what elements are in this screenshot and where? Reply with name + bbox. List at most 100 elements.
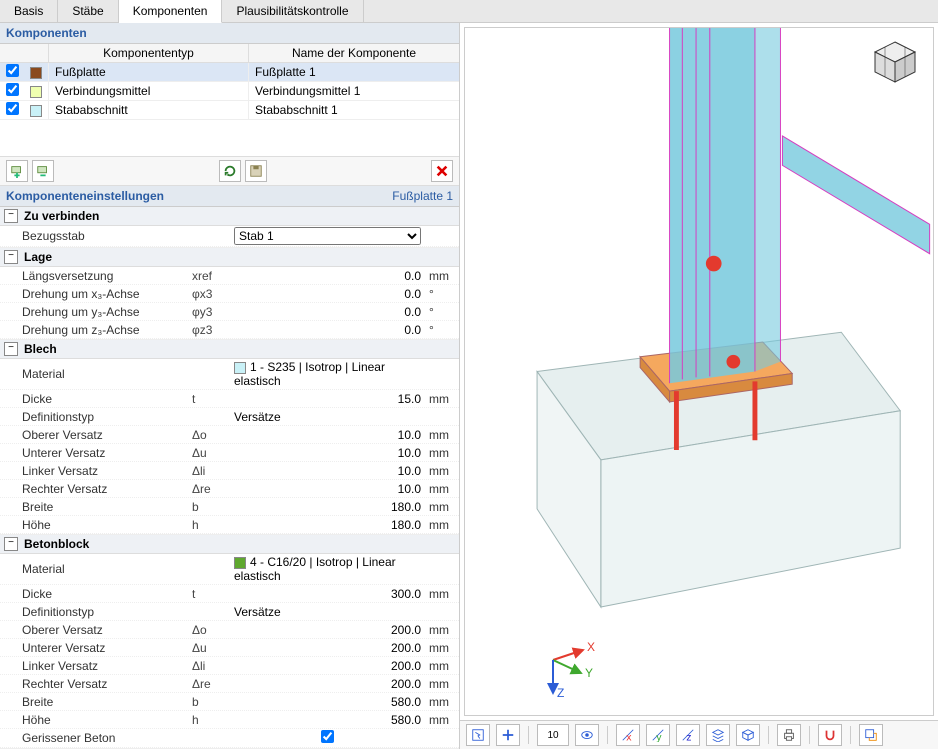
prop-value-1-0[interactable]: 0.0 bbox=[234, 269, 425, 283]
component-row-0[interactable]: Fußplatte Fußplatte 1 bbox=[0, 63, 459, 82]
prop-value-3-4[interactable]: 200.0 bbox=[234, 641, 425, 655]
prop-unit-1-3: ° bbox=[425, 323, 459, 337]
prop-label-3-0: Material bbox=[22, 562, 192, 576]
prop-symbol-2-7: b bbox=[192, 500, 234, 514]
prop-value-3-3[interactable]: 200.0 bbox=[234, 623, 425, 637]
magnet-btn[interactable] bbox=[818, 724, 842, 746]
axis-y-btn[interactable]: y bbox=[646, 724, 670, 746]
tab-basis[interactable]: Basis bbox=[0, 0, 58, 22]
prop-check-3-9[interactable] bbox=[321, 730, 334, 743]
component-row-1[interactable]: Verbindungsmittel Verbindungsmittel 1 bbox=[0, 82, 459, 101]
prop-unit-3-3: mm bbox=[425, 623, 459, 637]
prop-unit-3-1: mm bbox=[425, 587, 459, 601]
section-toggle-3[interactable]: − bbox=[4, 537, 18, 551]
section-toggle-0[interactable]: − bbox=[4, 209, 18, 223]
prop-label-0-0: Bezugsstab bbox=[22, 229, 192, 243]
detach-btn[interactable] bbox=[859, 724, 883, 746]
prop-unit-2-5: mm bbox=[425, 464, 459, 478]
prop-1-1: Drehung um x₃-Achseφx30.0° bbox=[0, 285, 459, 303]
section-0[interactable]: −Zu verbinden bbox=[0, 207, 459, 226]
settings-title: Komponenteneinstellungen Fußplatte 1 bbox=[0, 186, 459, 207]
tab-komponenten[interactable]: Komponenten bbox=[119, 0, 223, 23]
prop-unit-3-4: mm bbox=[425, 641, 459, 655]
prop-2-7: Breiteb180.0mm bbox=[0, 498, 459, 516]
axis-x-btn[interactable]: x bbox=[616, 724, 640, 746]
prop-value-2-1[interactable]: 15.0 bbox=[234, 392, 425, 406]
col-name: Name der Komponente bbox=[248, 44, 459, 62]
section-3[interactable]: −Betonblock bbox=[0, 535, 459, 554]
prop-symbol-3-3: Δo bbox=[192, 623, 234, 637]
settings-subtitle: Fußplatte 1 bbox=[392, 189, 453, 203]
section-toggle-1[interactable]: − bbox=[4, 250, 18, 264]
tab-staebe[interactable]: Stäbe bbox=[58, 0, 118, 22]
section-2[interactable]: −Blech bbox=[0, 340, 459, 359]
prop-symbol-3-4: Δu bbox=[192, 641, 234, 655]
section-label-0: Zu verbinden bbox=[24, 209, 99, 223]
prop-value-1-1[interactable]: 0.0 bbox=[234, 287, 425, 301]
component-name-1: Verbindungsmittel 1 bbox=[248, 82, 459, 100]
prop-2-4: Unterer VersatzΔu10.0mm bbox=[0, 444, 459, 462]
prop-symbol-2-8: h bbox=[192, 518, 234, 532]
prop-symbol-2-4: Δu bbox=[192, 446, 234, 460]
prop-unit-1-0: mm bbox=[425, 269, 459, 283]
remove-row-btn[interactable] bbox=[32, 160, 54, 182]
nav-cube[interactable] bbox=[871, 38, 919, 86]
prop-symbol-3-6: Δre bbox=[192, 677, 234, 691]
prop-2-6: Rechter VersatzΔre10.0mm bbox=[0, 480, 459, 498]
prop-unit-2-1: mm bbox=[425, 392, 459, 406]
prop-unit-2-7: mm bbox=[425, 500, 459, 514]
prop-label-2-7: Breite bbox=[22, 500, 192, 514]
tab-plausi[interactable]: Plausibilitätskontrolle bbox=[222, 0, 363, 22]
select-mode-btn[interactable] bbox=[466, 724, 490, 746]
tab-bar: Basis Stäbe Komponenten Plausibilitätsko… bbox=[0, 0, 938, 23]
component-type-1: Verbindungsmittel bbox=[48, 82, 248, 100]
prop-unit-1-1: ° bbox=[425, 287, 459, 301]
prop-value-3-1[interactable]: 300.0 bbox=[234, 587, 425, 601]
prop-3-7: Breiteb580.0mm bbox=[0, 693, 459, 711]
component-row-2[interactable]: Stababschnitt Stababschnitt 1 bbox=[0, 101, 459, 120]
prop-label-1-1: Drehung um x₃-Achse bbox=[22, 287, 192, 301]
component-check-0[interactable] bbox=[6, 64, 19, 77]
components-title-label: Komponenten bbox=[6, 26, 87, 40]
visibility-btn[interactable] bbox=[575, 724, 599, 746]
axis-z-btn[interactable]: z bbox=[676, 724, 700, 746]
section-1[interactable]: −Lage bbox=[0, 248, 459, 267]
save-btn[interactable] bbox=[245, 160, 267, 182]
prop-value-3-8[interactable]: 580.0 bbox=[234, 713, 425, 727]
prop-value-2-5[interactable]: 10.0 bbox=[234, 464, 425, 478]
iso-view-btn[interactable] bbox=[736, 724, 760, 746]
prop-3-8: Höheh580.0mm bbox=[0, 711, 459, 729]
zoom-level-btn[interactable]: 10 bbox=[537, 724, 569, 746]
prop-label-1-0: Längsversetzung bbox=[22, 269, 192, 283]
prop-symbol-2-6: Δre bbox=[192, 482, 234, 496]
prop-value-2-4[interactable]: 10.0 bbox=[234, 446, 425, 460]
prop-value-2-7[interactable]: 180.0 bbox=[234, 500, 425, 514]
add-row-btn[interactable] bbox=[6, 160, 28, 182]
col-type: Komponententyp bbox=[48, 44, 248, 62]
section-toggle-2[interactable]: − bbox=[4, 342, 18, 356]
prop-value-3-7[interactable]: 580.0 bbox=[234, 695, 425, 709]
pan-mode-btn[interactable] bbox=[496, 724, 520, 746]
prop-symbol-1-1: φx3 bbox=[192, 287, 234, 301]
prop-label-2-4: Unterer Versatz bbox=[22, 446, 192, 460]
print-btn[interactable] bbox=[777, 724, 801, 746]
prop-value-2-8[interactable]: 180.0 bbox=[234, 518, 425, 532]
prop-label-3-2: Definitionstyp bbox=[22, 605, 192, 619]
prop-label-2-1: Dicke bbox=[22, 392, 192, 406]
prop-value-3-6[interactable]: 200.0 bbox=[234, 677, 425, 691]
component-check-1[interactable] bbox=[6, 83, 19, 96]
component-check-2[interactable] bbox=[6, 102, 19, 115]
prop-symbol-1-2: φy3 bbox=[192, 305, 234, 319]
prop-label-3-5: Linker Versatz bbox=[22, 659, 192, 673]
prop-value-2-3[interactable]: 10.0 bbox=[234, 428, 425, 442]
prop-value-2-6[interactable]: 10.0 bbox=[234, 482, 425, 496]
refresh-btn[interactable] bbox=[219, 160, 241, 182]
prop-value-3-5[interactable]: 200.0 bbox=[234, 659, 425, 673]
prop-select-0-0[interactable]: Stab 1 bbox=[234, 227, 421, 245]
delete-btn[interactable] bbox=[431, 160, 453, 182]
svg-text:z: z bbox=[686, 731, 691, 742]
prop-value-1-3[interactable]: 0.0 bbox=[234, 323, 425, 337]
prop-value-1-2[interactable]: 0.0 bbox=[234, 305, 425, 319]
layers-btn[interactable] bbox=[706, 724, 730, 746]
3d-viewport[interactable]: X Y Z bbox=[464, 27, 934, 716]
